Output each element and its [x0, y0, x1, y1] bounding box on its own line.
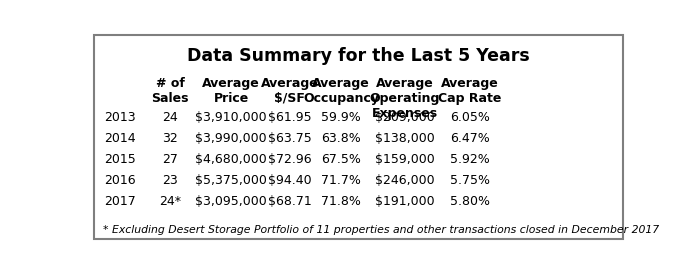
Text: Average
Cap Rate: Average Cap Rate	[438, 77, 502, 105]
Text: Average
$/SF: Average $/SF	[260, 77, 318, 105]
Text: $72.96: $72.96	[268, 153, 312, 167]
Text: $4,680,000: $4,680,000	[195, 153, 267, 167]
Text: 63.8%: 63.8%	[321, 132, 361, 146]
Text: $3,095,000: $3,095,000	[195, 195, 267, 209]
Text: $68.71: $68.71	[267, 195, 312, 209]
Text: 2013: 2013	[104, 111, 135, 124]
Text: 2017: 2017	[104, 195, 136, 209]
Text: 5.80%: 5.80%	[450, 195, 490, 209]
Text: 24: 24	[162, 111, 178, 124]
Text: $159,000: $159,000	[375, 153, 435, 167]
Text: $63.75: $63.75	[267, 132, 312, 146]
Text: $61.95: $61.95	[268, 111, 312, 124]
Text: 71.7%: 71.7%	[321, 174, 361, 188]
Text: # of
Sales: # of Sales	[151, 77, 189, 105]
Text: $5,375,000: $5,375,000	[195, 174, 267, 188]
Text: $3,910,000: $3,910,000	[195, 111, 267, 124]
Text: 23: 23	[162, 174, 178, 188]
Text: 5.92%: 5.92%	[450, 153, 490, 167]
Text: 2015: 2015	[104, 153, 136, 167]
Text: 27: 27	[162, 153, 178, 167]
Text: 71.8%: 71.8%	[321, 195, 361, 209]
Text: $138,000: $138,000	[375, 132, 435, 146]
Text: Average
Price: Average Price	[202, 77, 260, 105]
Text: $246,000: $246,000	[375, 174, 435, 188]
Text: 24*: 24*	[159, 195, 181, 209]
Text: 2016: 2016	[104, 174, 135, 188]
Text: Data Summary for the Last 5 Years: Data Summary for the Last 5 Years	[188, 48, 530, 66]
Text: 6.47%: 6.47%	[450, 132, 490, 146]
Text: * Excluding Desert Storage Portfolio of 11 properties and other transactions clo: * Excluding Desert Storage Portfolio of …	[103, 225, 659, 235]
Text: 6.05%: 6.05%	[450, 111, 490, 124]
Text: 67.5%: 67.5%	[321, 153, 361, 167]
FancyBboxPatch shape	[94, 35, 624, 239]
Text: Average
Operating
Expenses: Average Operating Expenses	[370, 77, 440, 120]
Text: $209,000: $209,000	[375, 111, 435, 124]
Text: $94.40: $94.40	[268, 174, 312, 188]
Text: $3,990,000: $3,990,000	[195, 132, 267, 146]
Text: 5.75%: 5.75%	[450, 174, 490, 188]
Text: 59.9%: 59.9%	[321, 111, 361, 124]
Text: 32: 32	[162, 132, 178, 146]
Text: $191,000: $191,000	[375, 195, 435, 209]
Text: Average
Occupancy: Average Occupancy	[303, 77, 379, 105]
Text: 2014: 2014	[104, 132, 135, 146]
